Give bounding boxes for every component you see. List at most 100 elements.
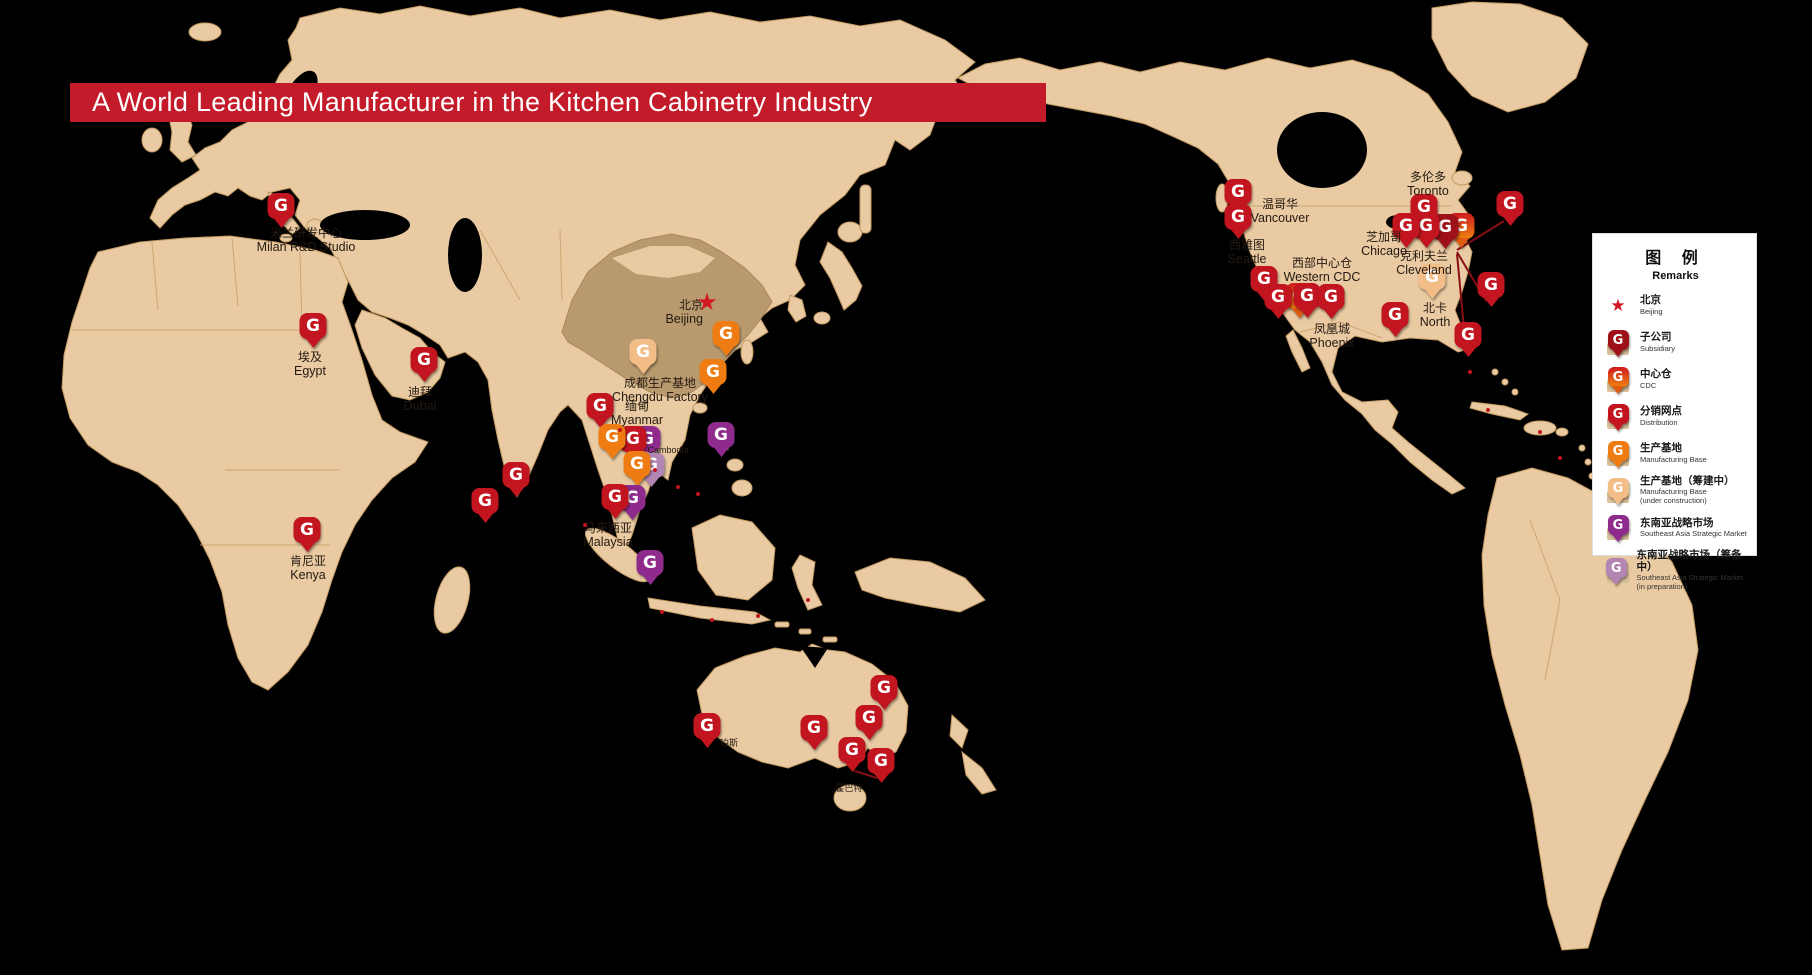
legend-item-text: 北京 Beijing [1640,294,1663,316]
chicago-pin: G [1392,213,1420,248]
beijing-star-icon: ★ [1610,296,1626,315]
dubai-label: 迪拜 Dubai [403,385,437,414]
pin-tail [1256,291,1272,301]
myanmar-pin: G [586,393,614,428]
perth-pin: G [693,713,721,748]
vancouver-label: 温哥华 Vancouver [1250,197,1310,226]
pin-tail [1612,534,1624,543]
pin-tail [1299,308,1315,318]
legend-item-text: 子公司 Subsidiary [1640,331,1676,353]
city-dot [1468,370,1472,374]
myanmar-label: 缅甸 Myanmar [610,399,664,428]
landmass-africa [61,235,429,691]
pin-tail [1612,460,1624,468]
pin-tail [1612,349,1624,357]
brisbane-pin: G [870,675,898,710]
pin-tail [299,542,315,552]
xiamen-pin: G [712,321,740,356]
pin-tail [1418,238,1434,248]
city-dot [583,523,587,527]
city-dot [1486,408,1490,412]
pin-tail [1483,297,1499,307]
g-logo-icon: G [1392,213,1420,239]
landmass-greenland [1431,1,1589,113]
g-logo-icon: G [1293,283,1321,309]
landmass-cuba [1469,401,1530,421]
seattle-pin: G [1224,204,1252,239]
chengdu-pin: G [629,339,657,374]
city-dot [806,598,810,602]
pin-tail [1424,289,1440,299]
pin-tail [592,418,608,428]
pin-tail [635,364,651,374]
cdc-pin-icon: G [1607,367,1629,394]
landmass-madagascar [433,566,471,634]
sydney-pin: G [855,705,883,740]
g-logo-icon: G [629,339,657,365]
g-logo-icon: G [1418,264,1446,290]
offshore-northeast-pin: G [1496,191,1524,226]
g-logo-icon: G [586,393,614,419]
g-logo-icon: G [410,347,438,373]
darkred-pin-icon: G [1607,330,1629,357]
g-logo-icon: G [1454,322,1482,348]
pin-tail [1610,577,1623,586]
g-logo-icon: G [1607,404,1629,424]
pin-tail [806,740,822,750]
toronto-label: 多伦多 Toronto [1407,170,1449,199]
pin-tail [624,510,640,520]
north-carolina-pin: G [1418,264,1446,299]
egypt-pin: G [299,313,327,348]
legend-title-en: Remarks [1652,270,1699,282]
phoenix-pin: G [1317,284,1345,319]
g-logo-icon: G [707,422,735,448]
g-logo-icon: G [502,462,530,488]
socal-pin: G [1293,283,1321,318]
g-logo-icon: G [867,748,895,774]
g-logo-icon: G [1607,478,1629,499]
legend-item-text: 东南亚战略市场 Southeast Asia Strategic Market [1640,516,1747,538]
pin-tail [607,509,623,519]
pin-tail [1398,238,1414,248]
pin-tail [305,338,321,348]
pin-tail [873,773,889,783]
g-logo-icon: G [1381,302,1409,328]
pin-tail [1502,216,1518,226]
g-logo-icon: G [601,484,629,510]
pin-tail [876,700,892,710]
legend-icon-cell: G [1603,512,1633,543]
milan-label: 米兰研发中心 Milan R&D Studio [256,226,356,255]
north-carolina-label: 北卡 North [1419,301,1451,330]
g-logo-icon: G [636,550,664,576]
city-dot [1538,430,1542,434]
g-logo-icon: G [299,313,327,339]
g-logo-icon: G [1607,367,1629,387]
adelaide-pin: G [800,715,828,750]
legend-item-text: 分销网点 Distribution [1640,405,1682,427]
landmass-java [647,597,772,625]
pin-tail [1612,497,1624,506]
purple-faded-pin-icon: G [1605,558,1627,586]
legend-item-0: ★ 北京 Beijing [1603,290,1748,320]
malaysia-label: 马来西亚 Malaysia [583,521,633,550]
g-logo-icon: G [870,675,898,701]
g-logo-icon: G [1317,284,1345,310]
pin-tail [1453,238,1469,248]
pin-tail [1612,386,1624,394]
legend-icon-cell: G [1603,327,1633,357]
legend-item-3: G 分销网点 Distribution [1603,401,1748,431]
chicago-label: 芝加哥 Chicago [1361,230,1407,259]
legend-item-5: G 生产基地（筹建中） Manufacturing Base (under const… [1603,475,1748,505]
malaysia-pin: G [601,484,629,519]
legend-icon-cell: G [1603,475,1633,506]
city-dot [710,618,714,622]
pin-tail [861,730,877,740]
g-logo-icon: G [471,488,499,514]
south-india-pin: G [502,462,530,497]
g-logo-icon: G [1224,204,1252,230]
landmass-new-guinea [854,557,986,613]
orange-pin-icon: G [1607,441,1629,468]
pin-tail [1323,309,1339,319]
legend-item-7: G 东南亚战略市场（筹备中） Southeast Asia Strategic Ma… [1603,549,1748,591]
legend-icon-cell: G [1603,438,1633,468]
